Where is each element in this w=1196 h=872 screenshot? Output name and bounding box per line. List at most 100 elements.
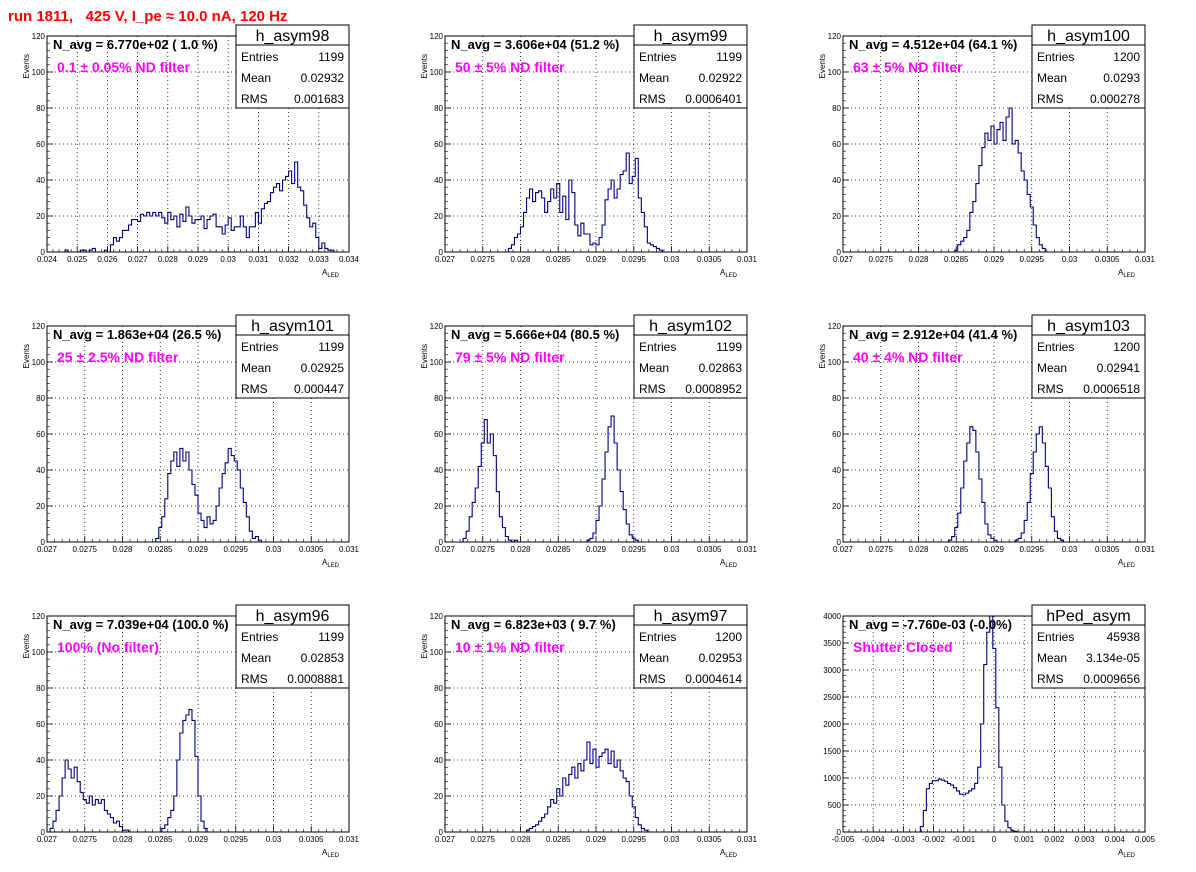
y-axis-title: Events [420, 344, 429, 368]
stats-value: 3.134e-05 [1086, 651, 1140, 665]
y-tick-label: 100 [430, 648, 444, 657]
x-axis-title: ALED [1118, 558, 1136, 569]
x-axis-title: ALED [720, 268, 738, 279]
x-tick-label: 0.0305 [299, 545, 324, 554]
x-axis-title: ALED [322, 268, 340, 279]
histogram-panel-h_asym96: 0.027 0.0275 0.028 0.0285 0.029 0.0295 0.03 0.0… [22, 604, 360, 859]
histogram-name: h_asym97 [654, 608, 728, 625]
y-tick-label: 80 [434, 104, 443, 113]
y-tick-label: 40 [36, 756, 45, 765]
x-tick-label: 0.0285 [546, 835, 571, 844]
y-tick-label: 60 [434, 140, 443, 149]
y-tick-label: 0 [439, 248, 444, 257]
stats-label: RMS [1037, 672, 1064, 686]
stats-value: 1200 [1113, 340, 1140, 354]
x-axis-title: ALED [720, 848, 738, 859]
stats-value: 0.0004614 [685, 672, 742, 686]
x-tick-label: 0.026 [97, 255, 118, 264]
x-tick-label: 0.025 [67, 255, 88, 264]
x-tick-label: 0.03 [1062, 255, 1078, 264]
stats-label: RMS [241, 92, 268, 106]
x-tick-label: 0.0295 [1020, 545, 1045, 554]
x-tick-label: 0.0275 [471, 255, 496, 264]
x-tick-label: 0.0285 [944, 255, 969, 264]
x-tick-label: 0.031 [737, 255, 758, 264]
stats-value: 1199 [716, 50, 742, 64]
histogram-name: h_asym99 [654, 28, 728, 45]
y-tick-label: 100 [32, 68, 46, 77]
y-tick-label: 20 [36, 502, 45, 511]
histogram-name: h_asym102 [649, 318, 732, 335]
y-tick-label: 100 [32, 648, 46, 657]
x-tick-label: 0.029 [984, 545, 1005, 554]
x-tick-label: 0.029 [188, 255, 209, 264]
stats-label: RMS [639, 672, 666, 686]
filter-label: 40 ± 4% ND filter [853, 349, 963, 365]
y-tick-label: 40 [36, 466, 45, 475]
stats-label: RMS [639, 92, 666, 106]
stats-label: Entries [1037, 340, 1074, 354]
y-tick-label: 40 [832, 176, 841, 185]
y-tick-label: 80 [434, 684, 443, 693]
x-tick-label: 0.03 [1062, 545, 1078, 554]
x-tick-label: -0.003 [892, 835, 915, 844]
y-tick-label: 60 [832, 140, 841, 149]
histogram-panel-h_asym100: 0.027 0.0275 0.028 0.0285 0.029 0.0295 0.03 0.0… [818, 24, 1156, 279]
stats-label: RMS [241, 672, 268, 686]
histogram-outline [525, 741, 648, 832]
stats-label: Mean [241, 651, 271, 665]
histogram-panel-h_asym102: 0.027 0.0275 0.028 0.0285 0.029 0.0295 0.03 0.0… [420, 314, 758, 569]
y-tick-label: 500 [828, 801, 842, 810]
x-tick-label: 0.027 [37, 545, 58, 554]
navg-label: N_avg = -7.760e-03 (-0.0%) [849, 617, 1012, 632]
histogram-outline [64, 161, 335, 253]
histogram-panel-h_asym103: 0.027 0.0275 0.028 0.0285 0.029 0.0295 0.03 0.0… [818, 314, 1156, 569]
x-tick-label: 0.031 [737, 545, 758, 554]
histogram-outline [462, 415, 639, 543]
x-tick-label: 0.033 [309, 255, 330, 264]
stats-value: 0.001683 [294, 92, 344, 106]
y-tick-label: 20 [832, 502, 841, 511]
x-tick-label: 0.028 [510, 835, 531, 844]
stats-label: RMS [639, 382, 666, 396]
x-tick-label: 0.031 [737, 835, 758, 844]
stats-value: 0.0293 [1103, 71, 1140, 85]
x-tick-label: 0.027 [435, 835, 456, 844]
y-tick-label: 120 [828, 322, 842, 331]
y-tick-label: 1000 [823, 774, 841, 783]
x-axis-title: ALED [322, 848, 340, 859]
x-tick-label: 0.0305 [697, 835, 722, 844]
stats-value: 1200 [715, 630, 742, 644]
stats-label: Mean [639, 71, 669, 85]
y-tick-label: 80 [36, 684, 45, 693]
y-axis-title: Events [22, 344, 31, 368]
x-tick-label: 0.029 [188, 545, 209, 554]
stats-label: Entries [241, 630, 278, 644]
histogram-panel-h_asym101: 0.027 0.0275 0.028 0.0285 0.029 0.0295 0.03 0.0… [22, 314, 360, 569]
navg-label: N_avg = 4.512e+04 (64.1 %) [849, 37, 1017, 52]
x-tick-label: 0.0305 [697, 255, 722, 264]
stats-box [1031, 24, 1146, 109]
x-tick-label: 0.031 [339, 835, 360, 844]
x-axis-title: ALED [1118, 848, 1136, 859]
x-tick-label: 0.028 [112, 835, 133, 844]
y-tick-label: 2000 [823, 720, 841, 729]
x-tick-label: 0.027 [37, 835, 58, 844]
stats-value: 0.02922 [699, 71, 743, 85]
histogram-outline [954, 107, 1046, 252]
y-tick-label: 60 [434, 430, 443, 439]
stats-value: 1199 [716, 340, 742, 354]
x-tick-label: 0.0275 [471, 835, 496, 844]
stats-value: 0.0006518 [1083, 382, 1140, 396]
stats-value: 0.000278 [1090, 92, 1140, 106]
y-tick-label: 40 [36, 176, 45, 185]
x-tick-label: 0.0275 [869, 545, 894, 554]
filter-label: 25 ± 2.5% ND filter [57, 349, 179, 365]
y-tick-label: 100 [828, 358, 842, 367]
y-tick-label: 40 [434, 756, 443, 765]
x-tick-label: 0.0305 [1095, 255, 1120, 264]
stats-label: Mean [639, 361, 669, 375]
y-tick-label: 20 [434, 212, 443, 221]
stats-label: Mean [1037, 651, 1067, 665]
y-tick-label: 0 [837, 828, 842, 837]
